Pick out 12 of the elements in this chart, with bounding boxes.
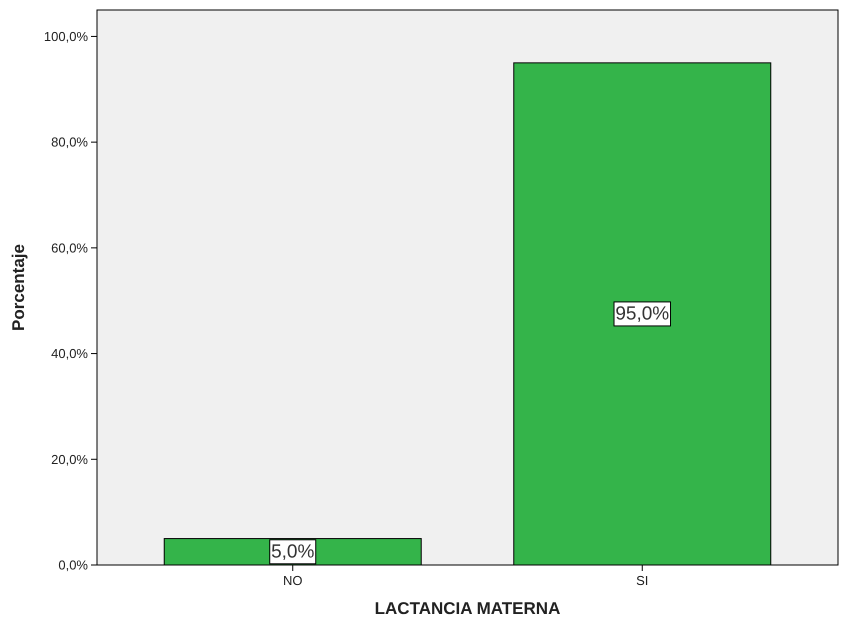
y-tick-label: 20,0% — [51, 452, 88, 467]
y-tick-label: 40,0% — [51, 346, 88, 362]
y-tick-label: 100,0% — [44, 28, 88, 44]
x-tick-label: SI — [636, 573, 648, 588]
data-label: 5,0% — [271, 541, 314, 562]
y-axis-title: Porcentaje — [9, 244, 28, 331]
y-tick-label: 60,0% — [51, 240, 88, 256]
y-tick-label: 80,0% — [51, 134, 88, 150]
y-tick-label: 0,0% — [58, 558, 88, 572]
x-tick-label: NO — [282, 573, 302, 588]
data-label: 95,0% — [615, 303, 670, 324]
x-axis-title: LACTANCIA MATERNA — [374, 599, 560, 618]
